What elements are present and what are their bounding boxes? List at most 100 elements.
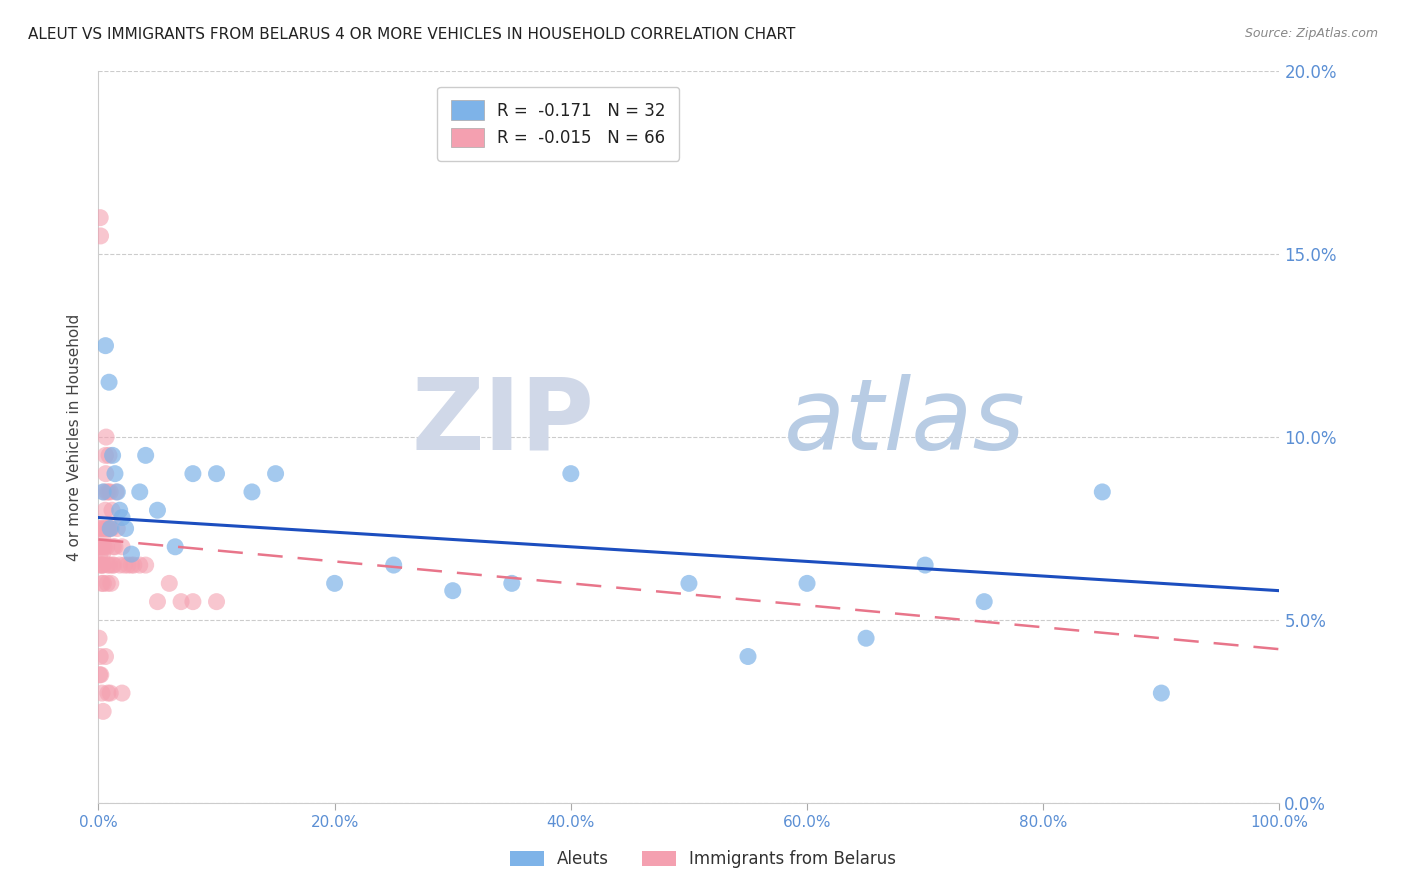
Point — [135, 448, 157, 462]
Point — [93, 540, 115, 554]
Point — [93, 521, 115, 535]
Point — [111, 540, 134, 554]
Point — [90, 667, 112, 681]
Point — [97, 686, 120, 700]
Point — [501, 576, 523, 591]
Point — [1150, 686, 1173, 700]
Point — [122, 558, 145, 573]
Point — [157, 576, 180, 591]
Point — [135, 558, 157, 573]
Point — [103, 540, 125, 554]
Point — [91, 705, 114, 719]
Point — [108, 558, 131, 573]
Point — [98, 485, 121, 500]
Point — [90, 576, 112, 591]
Point — [96, 576, 118, 591]
Point — [90, 558, 112, 573]
Point — [91, 485, 114, 500]
Point — [98, 448, 121, 462]
Point — [94, 649, 117, 664]
Point — [181, 594, 204, 608]
Point — [678, 576, 700, 591]
Point — [91, 533, 114, 547]
Point — [100, 576, 122, 591]
Point — [128, 558, 150, 573]
Legend: Aleuts, Immigrants from Belarus: Aleuts, Immigrants from Belarus — [503, 844, 903, 875]
Point — [111, 510, 134, 524]
Point — [165, 540, 187, 554]
Point — [94, 503, 117, 517]
Point — [90, 229, 112, 244]
Point — [90, 540, 112, 554]
Point — [97, 485, 120, 500]
Point — [240, 485, 263, 500]
Point — [181, 467, 204, 481]
Point — [94, 521, 117, 535]
Point — [104, 540, 127, 554]
Point — [914, 558, 936, 573]
Point — [101, 503, 124, 517]
Point — [89, 540, 111, 554]
Point — [96, 540, 118, 554]
Point — [121, 558, 143, 573]
Point — [93, 576, 115, 591]
Point — [94, 448, 117, 462]
Point — [91, 540, 114, 554]
Point — [146, 594, 169, 608]
Point — [441, 583, 464, 598]
Point — [89, 558, 111, 573]
Point — [87, 632, 110, 646]
Point — [91, 558, 114, 573]
Point — [114, 521, 136, 535]
Point — [973, 594, 995, 608]
Point — [89, 211, 111, 225]
Point — [105, 485, 128, 500]
Point — [101, 558, 124, 573]
Point — [105, 521, 128, 535]
Point — [89, 649, 111, 664]
Point — [97, 558, 120, 573]
Point — [94, 467, 117, 481]
Point — [98, 375, 121, 389]
Text: atlas: atlas — [783, 374, 1025, 471]
Point — [117, 558, 139, 573]
Legend: R =  -0.171   N = 32, R =  -0.015   N = 66: R = -0.171 N = 32, R = -0.015 N = 66 — [437, 87, 679, 161]
Point — [101, 448, 124, 462]
Point — [108, 503, 131, 517]
Text: Source: ZipAtlas.com: Source: ZipAtlas.com — [1244, 27, 1378, 40]
Point — [560, 467, 582, 481]
Point — [97, 521, 120, 535]
Point — [382, 558, 405, 573]
Point — [98, 521, 121, 535]
Point — [94, 430, 117, 444]
Point — [98, 686, 121, 700]
Point — [91, 686, 114, 700]
Y-axis label: 4 or more Vehicles in Household: 4 or more Vehicles in Household — [67, 313, 83, 561]
Point — [97, 521, 120, 535]
Point — [91, 547, 114, 561]
Point — [205, 467, 228, 481]
Point — [96, 485, 118, 500]
Point — [128, 485, 150, 500]
Point — [104, 467, 127, 481]
Point — [737, 649, 759, 664]
Point — [91, 558, 114, 573]
Point — [170, 594, 193, 608]
Point — [105, 485, 128, 500]
Point — [796, 576, 818, 591]
Point — [264, 467, 287, 481]
Point — [121, 547, 143, 561]
Point — [323, 576, 346, 591]
Text: ZIP: ZIP — [412, 374, 595, 471]
Point — [98, 558, 121, 573]
Point — [103, 558, 125, 573]
Point — [111, 686, 134, 700]
Point — [205, 594, 228, 608]
Point — [94, 338, 117, 352]
Point — [855, 632, 877, 646]
Point — [93, 485, 115, 500]
Point — [89, 547, 111, 561]
Point — [89, 667, 111, 681]
Point — [146, 503, 169, 517]
Text: ALEUT VS IMMIGRANTS FROM BELARUS 4 OR MORE VEHICLES IN HOUSEHOLD CORRELATION CHA: ALEUT VS IMMIGRANTS FROM BELARUS 4 OR MO… — [28, 27, 796, 42]
